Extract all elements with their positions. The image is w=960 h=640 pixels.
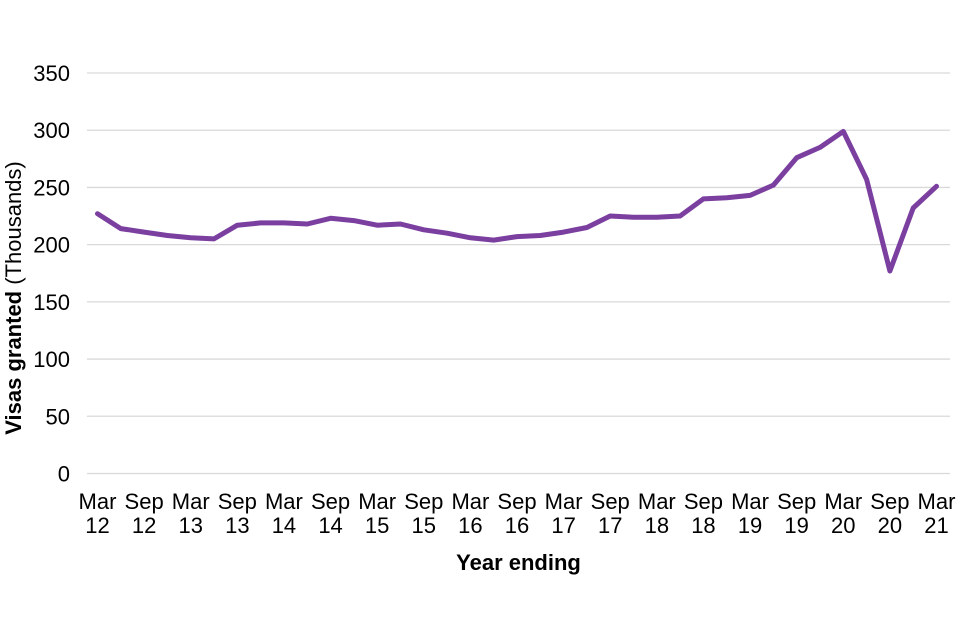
y-tick-label: 350 (33, 61, 70, 86)
x-tick-label: Mar 14 (265, 489, 303, 538)
x-tick-year: 18 (691, 513, 715, 538)
x-tick-label: Mar 12 (79, 489, 117, 538)
visas-granted-series-line (95, 128, 939, 274)
y-tick-label: 50 (46, 404, 70, 429)
x-tick-month: Mar (265, 489, 303, 514)
x-tick-month: Sep (218, 489, 257, 514)
x-tick-label: Sep 20 (870, 489, 909, 538)
y-axis-title-bold: Visas granted (1, 290, 26, 435)
y-tick-label: 250 (33, 175, 70, 200)
x-tick-label: Mar 17 (545, 489, 583, 538)
x-tick-year: 12 (85, 513, 109, 538)
x-tick-year: 15 (365, 513, 389, 538)
x-tick-label: Sep 17 (591, 489, 630, 538)
x-tick-year: 18 (645, 513, 669, 538)
x-tick-label: Mar 18 (638, 489, 676, 538)
x-tick-label: Sep 13 (218, 489, 257, 538)
x-tick-label: Sep 19 (777, 489, 816, 538)
x-tick-label: Mar 20 (824, 489, 862, 538)
y-tick-label: 150 (33, 290, 70, 315)
x-tick-year: 16 (458, 513, 482, 538)
x-tick-year: 19 (784, 513, 808, 538)
x-tick-year: 12 (132, 513, 156, 538)
x-tick-month: Sep (311, 489, 350, 514)
x-tick-month: Mar (731, 489, 769, 514)
x-tick-month: Sep (497, 489, 536, 514)
x-tick-label: Sep 18 (684, 489, 723, 538)
x-tick-year: 14 (318, 513, 342, 538)
y-axis-title: Visas granted (Thousands) (0, 138, 28, 458)
x-tick-month: Mar (638, 489, 676, 514)
x-tick-label: Sep 15 (404, 489, 443, 538)
x-tick-year: 19 (738, 513, 762, 538)
x-tick-month: Mar (172, 489, 210, 514)
x-tick-month: Mar (545, 489, 583, 514)
x-tick-year: 14 (272, 513, 296, 538)
x-tick-year: 20 (878, 513, 902, 538)
x-tick-year: 13 (225, 513, 249, 538)
x-tick-label: Mar 16 (451, 489, 489, 538)
x-tick-year: 20 (831, 513, 855, 538)
x-tick-month: Mar (451, 489, 489, 514)
x-tick-year: 16 (505, 513, 529, 538)
x-tick-label: Sep 16 (497, 489, 536, 538)
y-tick-label: 200 (33, 233, 70, 258)
x-tick-label: Mar 21 (918, 489, 956, 538)
x-tick-label: Sep 12 (125, 489, 164, 538)
x-tick-label: Mar 13 (172, 489, 210, 538)
x-tick-label: Mar 19 (731, 489, 769, 538)
x-tick-month: Sep (404, 489, 443, 514)
y-axis-title-units: (Thousands) (1, 161, 26, 291)
x-tick-month: Sep (684, 489, 723, 514)
x-tick-year: 17 (598, 513, 622, 538)
x-axis-title: Year ending (456, 550, 581, 575)
x-tick-year: 15 (412, 513, 436, 538)
x-tick-month: Mar (358, 489, 396, 514)
y-tick-label: 0 (58, 462, 70, 487)
x-tick-month: Sep (591, 489, 630, 514)
x-tick-month: Sep (125, 489, 164, 514)
x-tick-year: 17 (551, 513, 575, 538)
x-tick-year: 13 (178, 513, 202, 538)
x-tick-month: Mar (918, 489, 956, 514)
x-tick-year: 21 (924, 513, 948, 538)
y-tick-label: 300 (33, 118, 70, 143)
x-tick-month: Mar (79, 489, 117, 514)
x-tick-month: Sep (777, 489, 816, 514)
x-tick-month: Mar (824, 489, 862, 514)
x-tick-label: Sep 14 (311, 489, 350, 538)
x-tick-month: Sep (870, 489, 909, 514)
y-tick-label: 100 (33, 347, 70, 372)
x-tick-label: Mar 15 (358, 489, 396, 538)
